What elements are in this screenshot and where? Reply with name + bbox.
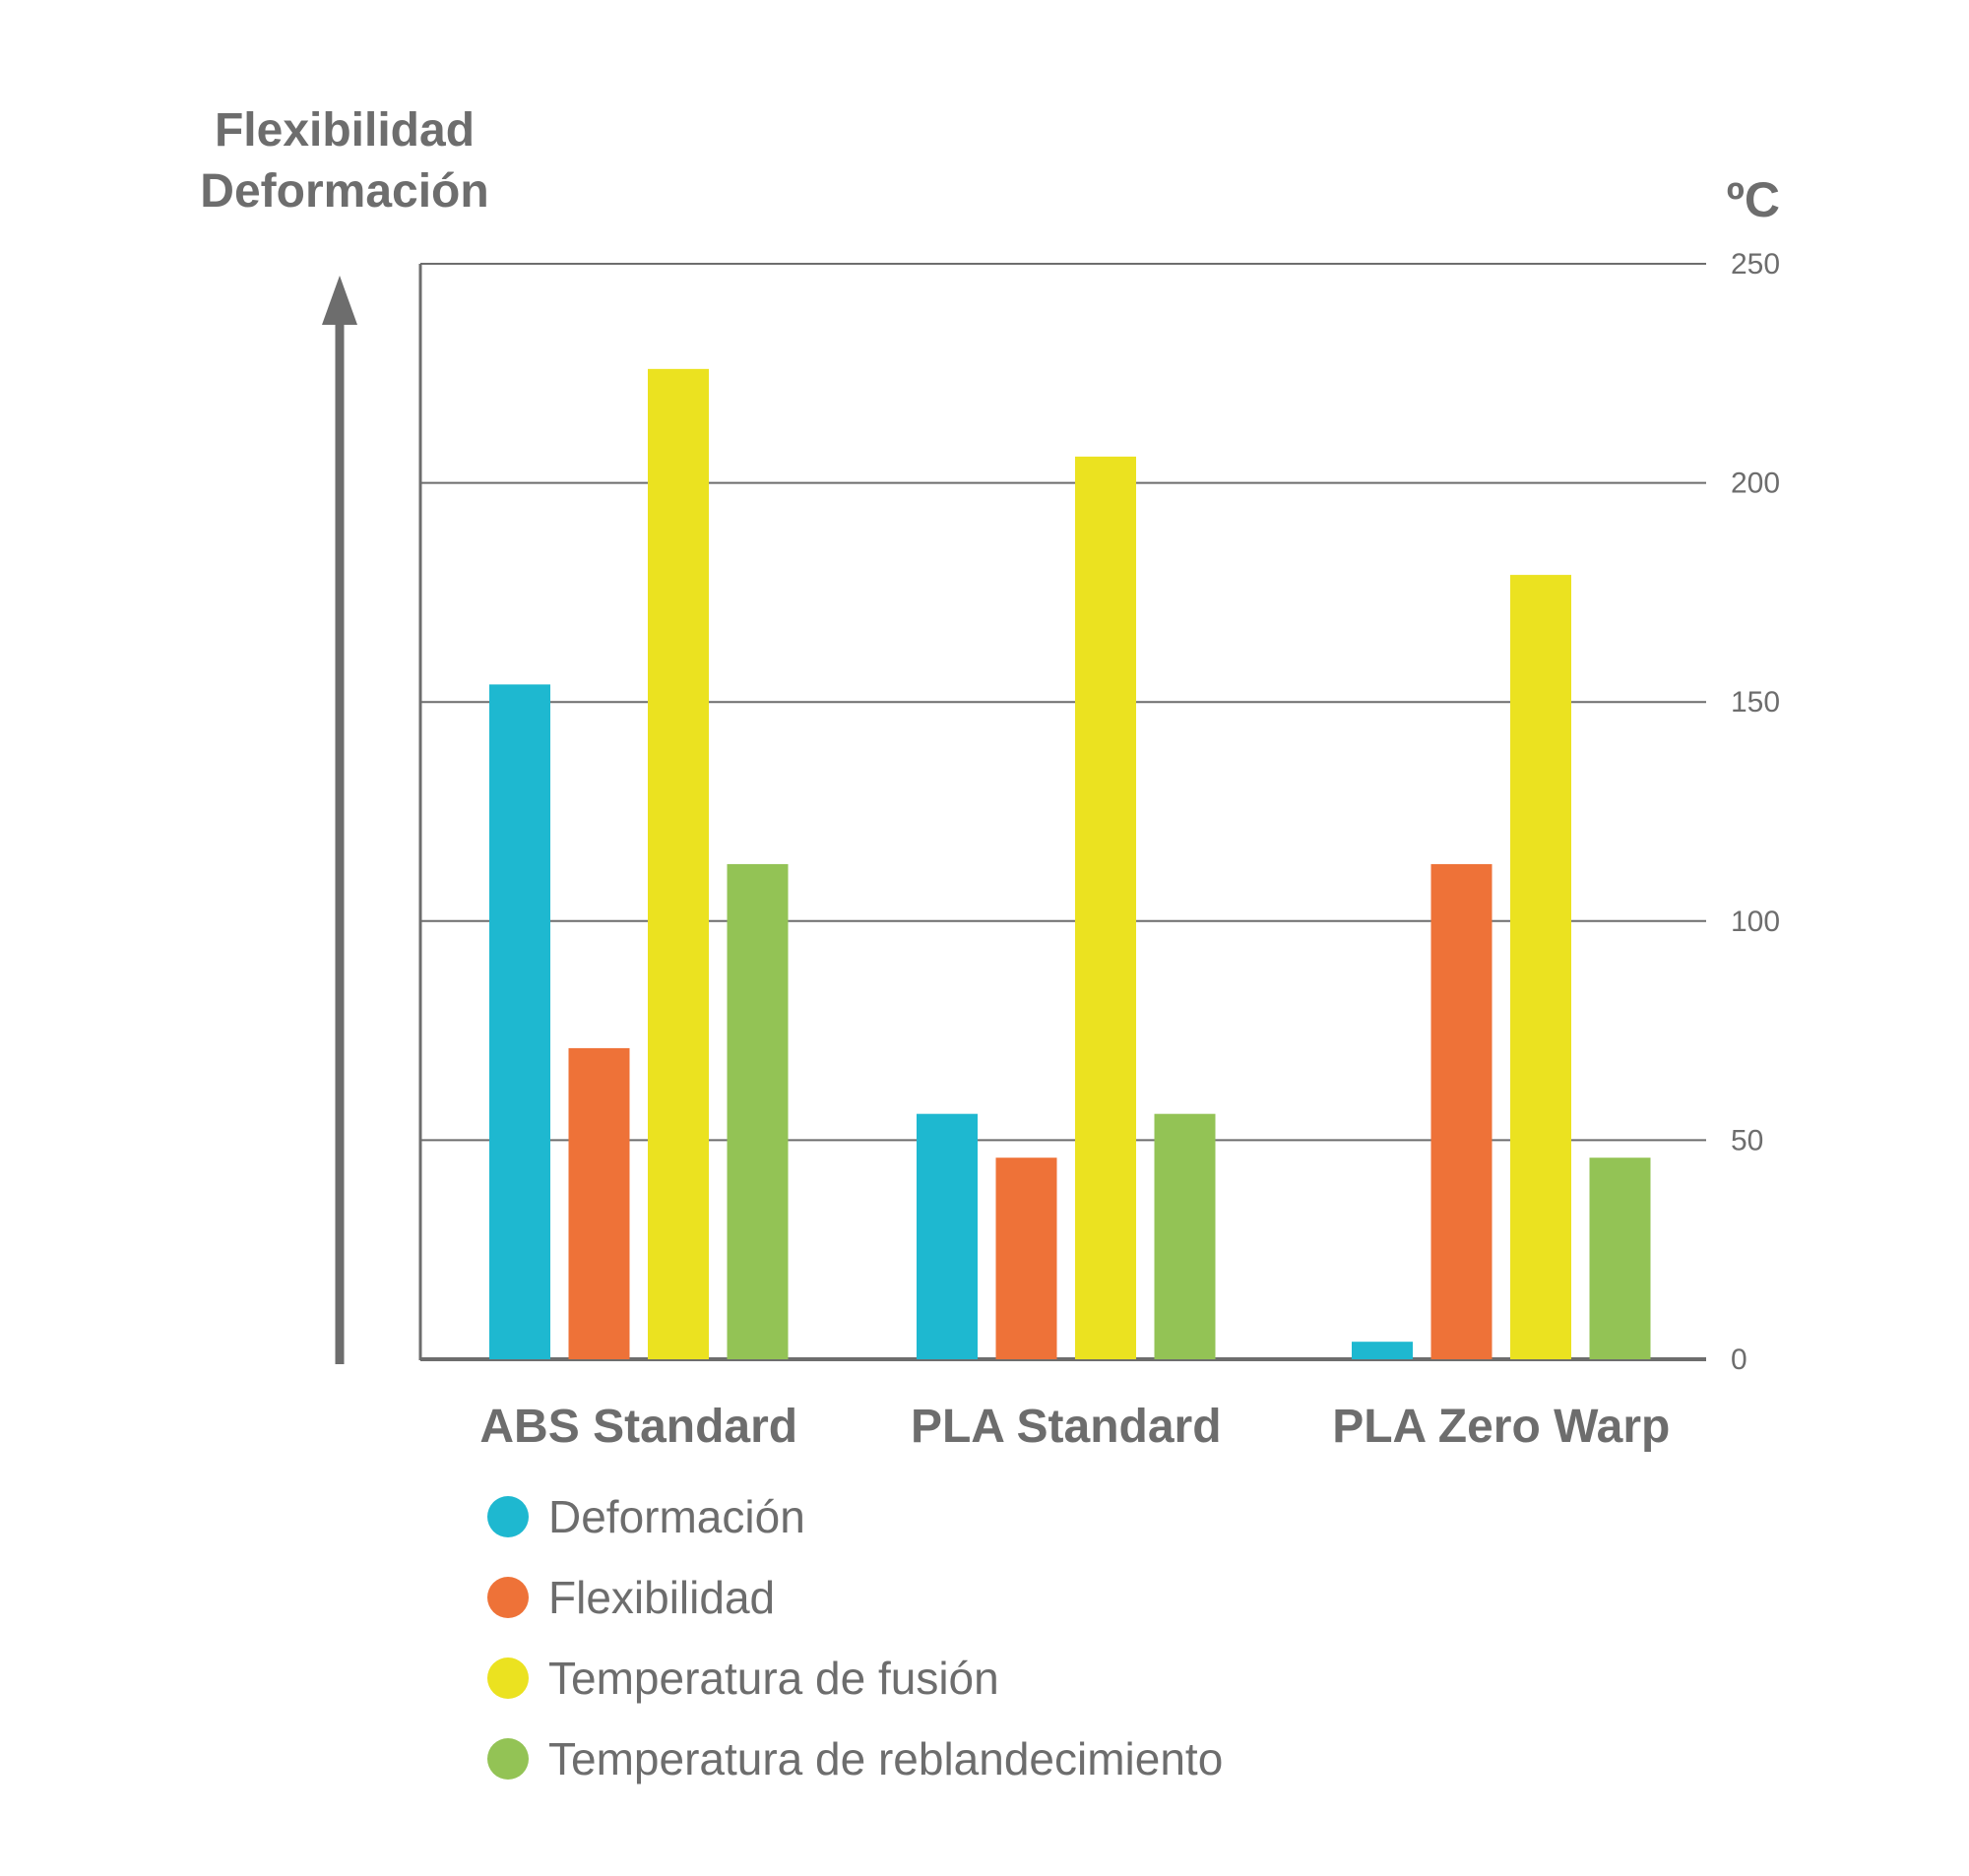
bars <box>489 368 1651 1359</box>
category-label: PLA Standard <box>911 1401 1222 1453</box>
legend: Deformación Flexibilidad Temperatura de fu… <box>487 1491 1223 1784</box>
category-labels: ABS Standard PLA Standard PLA Zero Warp <box>479 1401 1670 1453</box>
y-tick-label: 0 <box>1731 1344 1747 1376</box>
legend-label: Temperatura de reblandecimiento <box>548 1733 1223 1784</box>
legend-label: Flexibilidad <box>548 1572 775 1623</box>
y-tick-labels: 0 50 100 150 200 250 <box>1731 248 1780 1376</box>
bar <box>568 1047 630 1359</box>
y-tick-label: 50 <box>1731 1124 1763 1157</box>
legend-swatch <box>487 1738 529 1780</box>
bar <box>995 1157 1057 1359</box>
bar <box>1510 575 1571 1359</box>
y-tick-label: 100 <box>1731 906 1780 938</box>
left-axis-label-line2: Deformación <box>200 165 488 218</box>
legend-swatch <box>487 1496 529 1537</box>
gridlines <box>420 263 1706 1142</box>
right-axis-unit: ºC <box>1727 172 1780 227</box>
category-label: ABS Standard <box>479 1401 797 1453</box>
y-tick-label: 200 <box>1731 468 1780 500</box>
y-tick-label: 150 <box>1731 686 1780 719</box>
bar <box>917 1113 978 1359</box>
legend-label: Temperatura de fusión <box>548 1653 999 1704</box>
bar <box>1430 863 1493 1359</box>
left-axis-label-line1: Flexibilidad <box>215 104 475 156</box>
legend-swatch <box>487 1577 529 1618</box>
bar <box>1075 456 1136 1359</box>
bar <box>1352 1342 1413 1359</box>
left-arrow-head <box>322 276 357 325</box>
y-tick-label: 250 <box>1731 248 1780 281</box>
category-label: PLA Zero Warp <box>1332 1401 1670 1453</box>
bar <box>489 684 550 1359</box>
bar <box>1589 1157 1651 1359</box>
legend-swatch <box>487 1657 529 1699</box>
bar <box>648 368 709 1359</box>
bar <box>727 863 789 1359</box>
bar <box>1154 1113 1216 1359</box>
legend-label: Deformación <box>548 1491 805 1542</box>
